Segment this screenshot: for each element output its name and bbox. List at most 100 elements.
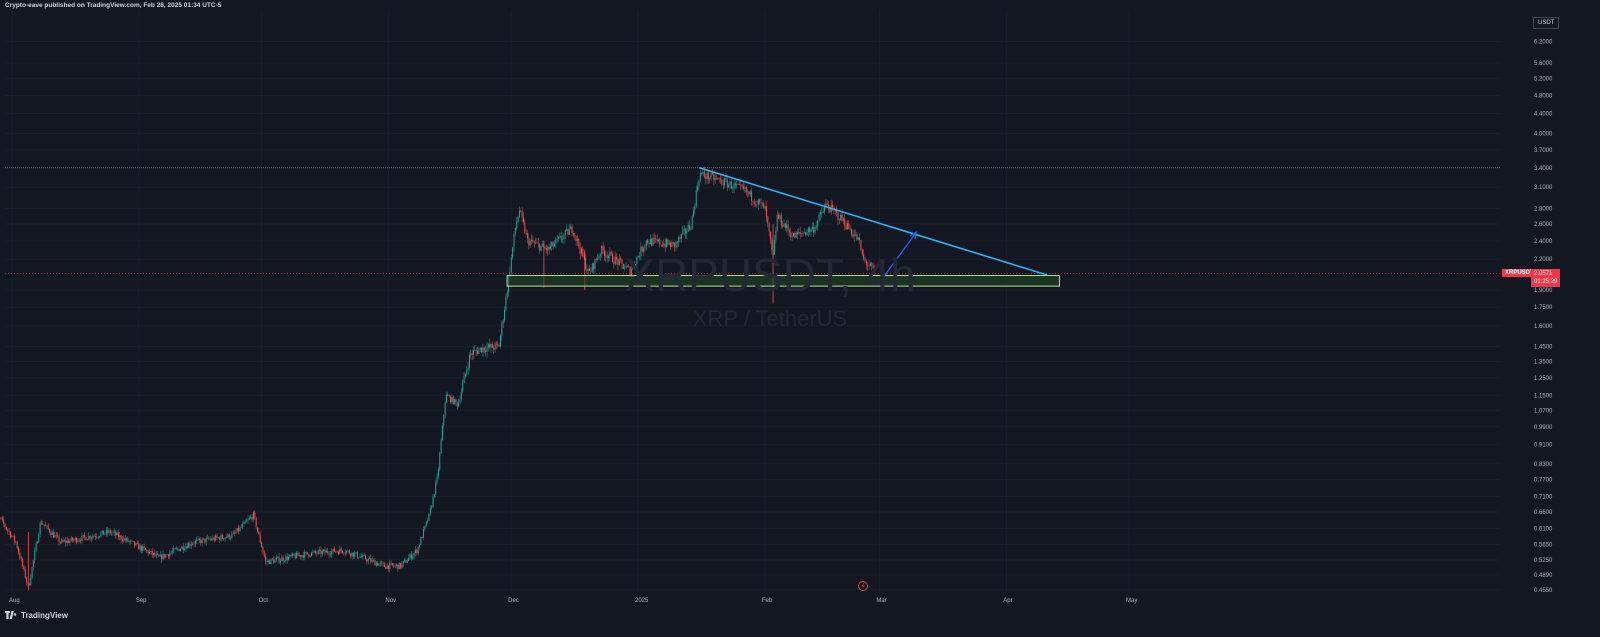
candle-body <box>288 556 290 560</box>
candle-body <box>350 553 352 557</box>
candle-body <box>67 540 69 543</box>
candle-body <box>714 177 716 181</box>
candle-body <box>796 232 798 234</box>
watermark-symbol: XRPUSDT, 4h <box>624 249 916 301</box>
candle-body <box>570 226 572 230</box>
candle-body <box>757 199 759 205</box>
candle-body <box>61 540 63 543</box>
candle-body <box>105 530 107 534</box>
candle-body <box>9 531 11 538</box>
candle-body <box>811 226 813 229</box>
candle-body <box>686 231 688 234</box>
candle-body <box>701 173 703 174</box>
candle-body <box>651 238 653 246</box>
candle-body <box>617 259 619 265</box>
lightning-icon[interactable] <box>858 581 868 591</box>
candle-body <box>551 242 553 247</box>
candle-body <box>227 534 229 538</box>
candle-body <box>11 536 13 538</box>
x-axis: Aug Sep Oct Nov Dec 2025 Feb Mar Apr May <box>9 598 1137 604</box>
candle-body <box>228 534 230 539</box>
candle-body <box>283 560 285 562</box>
candle-body <box>690 228 692 230</box>
candle-body <box>571 226 573 233</box>
candle-body <box>327 550 329 554</box>
candle-body <box>787 224 789 231</box>
candle-body <box>841 214 843 221</box>
candle-body <box>178 549 180 552</box>
candle-body <box>460 391 462 400</box>
candle-body <box>683 228 685 231</box>
candle-body <box>448 395 450 397</box>
candle-body <box>165 554 167 558</box>
candle-body <box>208 537 210 540</box>
y-tick-label: 0.4890 <box>1534 573 1553 579</box>
candle-body <box>741 184 743 187</box>
candle-body <box>328 553 330 555</box>
candle-body <box>354 553 356 557</box>
tradingview-footer[interactable]: TradingView <box>5 611 68 621</box>
candle-body <box>660 244 662 246</box>
candle-body <box>339 548 341 554</box>
candle-body <box>821 212 823 214</box>
candle-body <box>680 234 682 239</box>
candle-body <box>520 210 522 212</box>
candle-body <box>374 560 376 566</box>
y-tick-label: 4.8000 <box>1534 93 1553 99</box>
candle-body <box>666 239 668 247</box>
candle-body <box>19 552 21 559</box>
candle-body <box>131 540 133 542</box>
candle-body <box>138 543 140 550</box>
candle-body <box>625 266 627 269</box>
candle-body <box>69 540 71 543</box>
candle-body <box>119 535 121 538</box>
candle-body <box>548 246 550 250</box>
candle-body <box>346 551 348 553</box>
candle-body <box>545 248 547 251</box>
candle-body <box>62 540 64 542</box>
axis-unit-badge[interactable]: USDT <box>1533 17 1560 29</box>
candle-body <box>289 554 291 557</box>
projection-arrow[interactable] <box>882 231 918 278</box>
candle-body <box>760 201 762 203</box>
support-zone-rectangle[interactable] <box>506 275 1060 287</box>
y-tick-label: 5.2000 <box>1534 77 1553 83</box>
candle-body <box>729 181 731 185</box>
candle-body <box>822 211 824 213</box>
candle-body <box>224 537 226 540</box>
candle-body <box>771 239 773 250</box>
candle-body <box>0 517 2 519</box>
candle-body <box>300 555 302 558</box>
candle-body <box>598 255 600 259</box>
descending-trendline[interactable] <box>699 167 1048 276</box>
candle-body <box>1 518 3 520</box>
brand-label: TradingView <box>21 611 68 621</box>
candle-body <box>54 535 56 538</box>
candle-body <box>356 552 358 558</box>
candle-body <box>427 520 429 522</box>
candle-body <box>204 538 206 543</box>
candle-body <box>7 529 9 531</box>
candle-body <box>786 224 788 229</box>
candle-body <box>238 528 240 532</box>
candle-body <box>140 545 142 551</box>
candle-body <box>587 268 589 271</box>
candle-body <box>136 543 138 544</box>
candle-body <box>705 176 707 180</box>
candle-body <box>744 187 746 189</box>
candle-body <box>813 226 815 233</box>
candle-body <box>159 554 161 557</box>
candle-body <box>269 560 271 565</box>
candle-body <box>271 558 273 560</box>
candle-body <box>510 257 512 272</box>
candle-body <box>506 292 508 297</box>
candle-body <box>45 525 47 526</box>
candle-body <box>99 536 101 537</box>
y-tick-label: 0.8300 <box>1534 462 1553 468</box>
candle-body <box>270 558 272 565</box>
candle-body <box>333 548 335 552</box>
candle-body <box>216 535 218 538</box>
y-tick-label: 2.4000 <box>1534 239 1553 245</box>
candle-body <box>248 517 250 520</box>
